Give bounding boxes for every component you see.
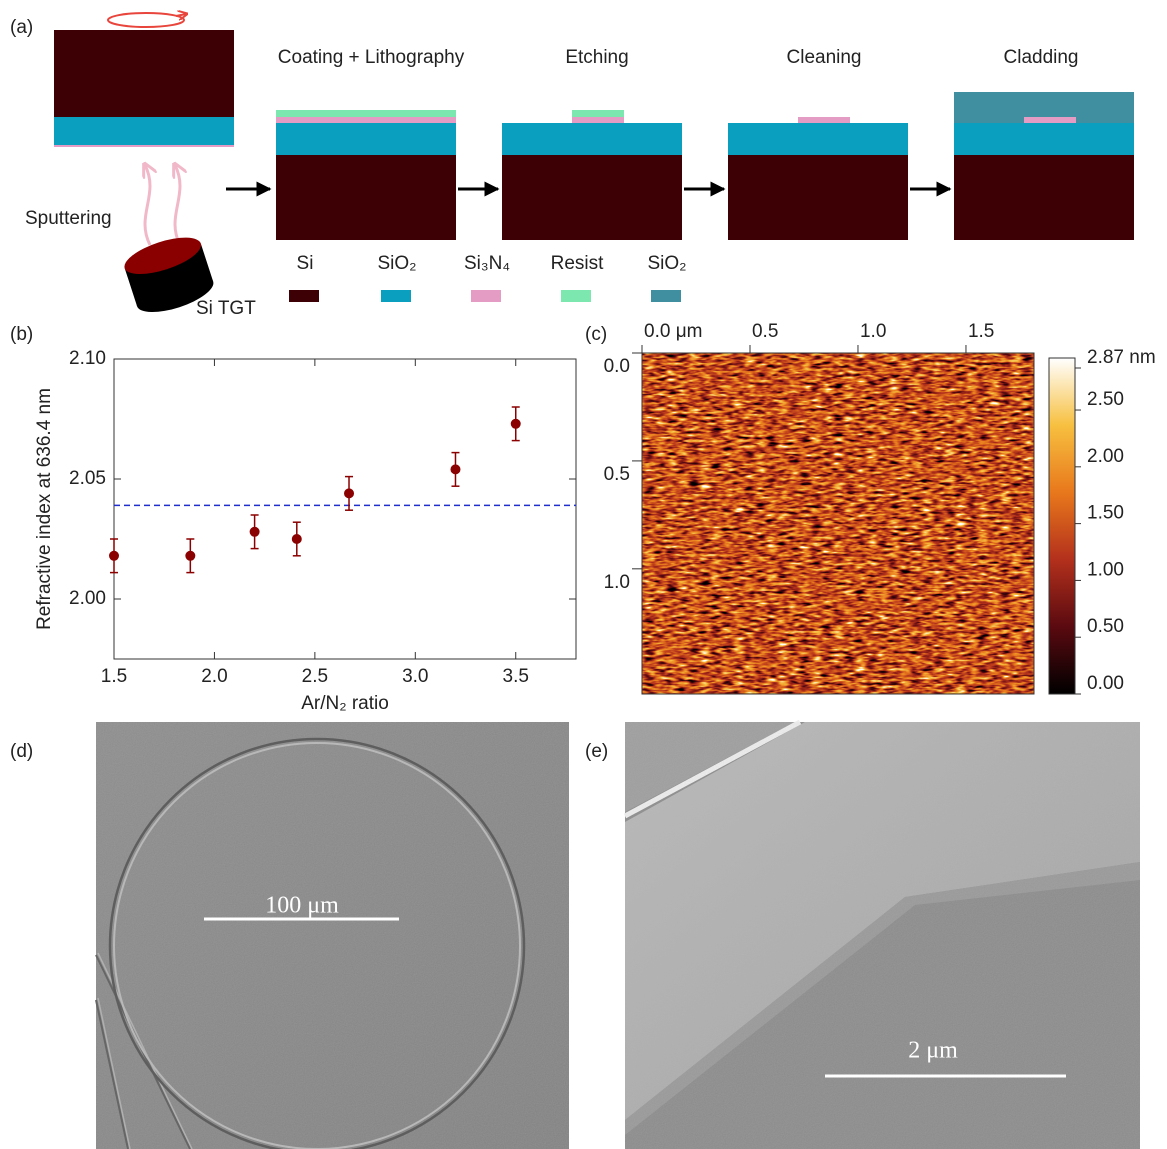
x-tick-label: 3.0 [402,666,428,687]
y-tick-label: 0.5 [604,464,630,485]
sin-layer [572,117,624,123]
step-label: Cladding [1004,47,1079,68]
x-axis-label: Ar/N₂ ratio [301,693,389,714]
y-tick-label: 0.0 [604,356,630,377]
y-tick-label: 2.00 [69,588,106,609]
sputtering-label: Sputtering [25,208,112,229]
rotation-arrow [108,13,184,27]
panel-label: (d) [10,741,33,762]
colorbar [1049,358,1075,694]
y-tick-label: 2.10 [69,348,106,369]
y-tick-label: 1.0 [604,572,630,593]
y-tick-label: 2.05 [69,468,106,489]
si-layer [502,155,682,240]
colorbar-tick-label: 0.00 [1087,673,1124,694]
wafer-si [54,30,234,117]
colorbar-tick-label: 2.00 [1087,446,1124,467]
data-point [292,534,302,544]
si-layer [954,155,1134,240]
colorbar-tick-label: 2.50 [1087,389,1124,410]
x-tick-label: 2.0 [201,666,227,687]
data-point [344,488,354,498]
height-map [642,353,1034,694]
sin-layer [798,117,850,123]
target-label: Si TGT [196,298,256,319]
sin-layer [1024,117,1076,123]
data-point [109,551,119,561]
rotation-arrow-head [176,14,186,16]
scale-bar-label: 100 μm [265,893,339,919]
x-tick-label: 0.0 μm [644,321,702,342]
legend-swatch [561,290,591,302]
plot-frame [114,359,576,659]
sem-ring [96,722,569,1149]
x-tick-label: 3.5 [503,666,529,687]
wafer-sio2 [54,117,234,146]
legend-label: Resist [551,253,605,274]
y-axis-label: Refractive index at 636.4 nm [34,388,55,630]
figure: (a) (b) (c) (d) (e) Sputtering Si TGT 10… [0,0,1167,1149]
sputter-flow [145,165,150,245]
legend-label: SiO₂ [377,253,416,274]
legend-swatch [289,290,319,302]
panel-label: (a) [10,17,33,38]
legend-swatch [651,290,681,302]
panel-label: (b) [10,324,33,345]
sio2-layer [502,123,682,155]
sio2-layer [954,123,1134,155]
sio2-layer [728,123,908,155]
resist-layer [572,110,624,117]
data-point [450,464,460,474]
legend-label: Si₃N₄ [464,253,510,274]
legend-label: SiO₂ [647,253,686,274]
x-tick-label: 1.5 [968,321,994,342]
wafer-sin [54,145,234,147]
legend-label: Si [297,253,314,274]
scale-bar-label: 2 μm [908,1038,958,1064]
step-label: Cleaning [787,47,862,68]
legend-swatch [471,290,501,302]
sin-layer [276,117,456,123]
x-tick-label: 2.5 [302,666,328,687]
legend-swatch [381,290,411,302]
sem-waveguide [625,722,1140,1149]
si-layer [276,155,456,240]
data-point [511,419,521,429]
x-tick-label: 1.0 [860,321,886,342]
x-tick-label: 1.5 [101,666,127,687]
resist-layer [276,110,456,117]
colorbar-tick-label: 1.50 [1087,503,1124,524]
colorbar-tick-label: 1.00 [1087,559,1124,580]
panel-label: (e) [585,741,608,762]
sputter-flow [175,165,180,245]
panel-label: (c) [585,324,607,345]
x-tick-label: 0.5 [752,321,778,342]
data-point [185,551,195,561]
data-point [250,527,260,537]
step-label: Coating + Lithography [278,47,465,68]
step-label: Etching [565,47,628,68]
colorbar-tick-label: 2.87 nm [1087,347,1156,368]
colorbar-tick-label: 0.50 [1087,616,1124,637]
si-layer [728,155,908,240]
sio2-layer [276,123,456,155]
